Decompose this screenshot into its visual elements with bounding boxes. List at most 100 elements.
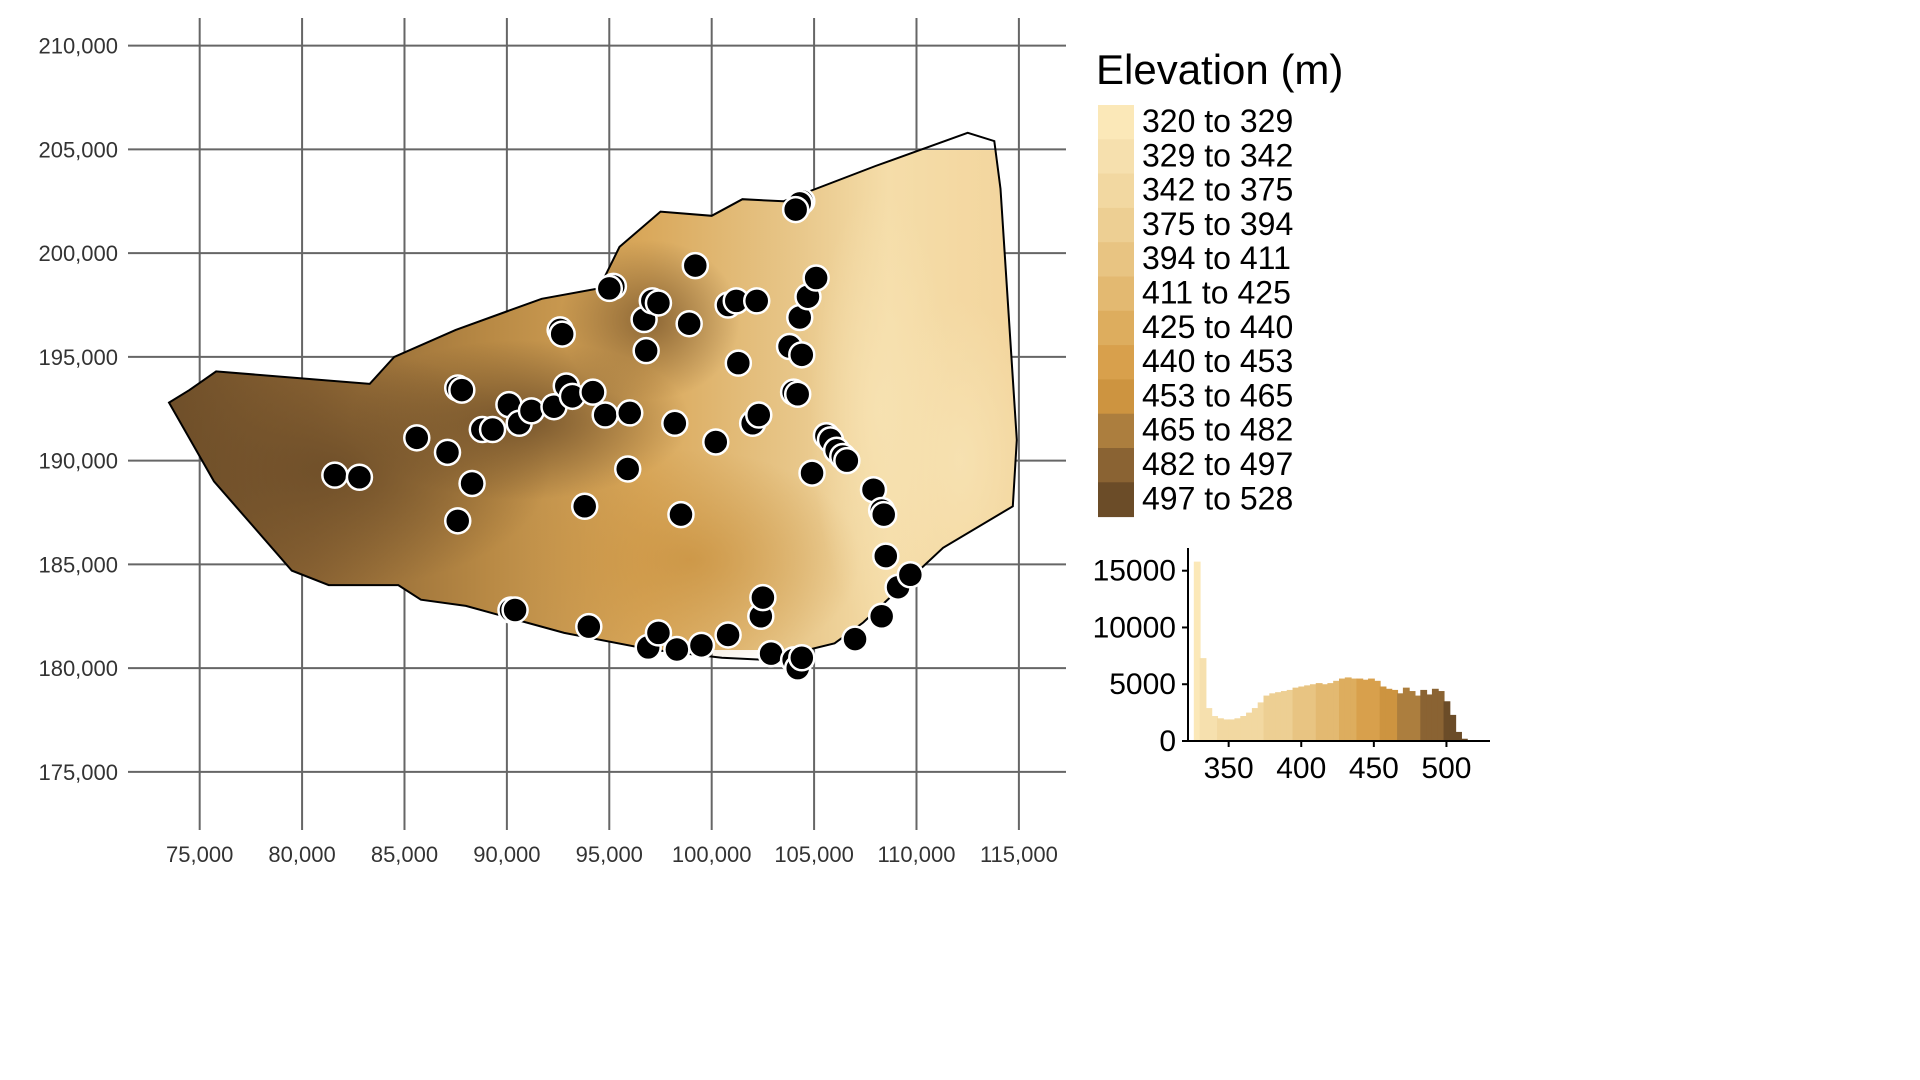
- histogram-bar: [1298, 686, 1306, 741]
- legend-label: 411 to 425: [1142, 275, 1291, 311]
- histogram-bar: [1362, 679, 1370, 741]
- sample-point: [869, 500, 898, 529]
- legend-swatch: [1098, 207, 1134, 243]
- histogram-bar: [1385, 688, 1393, 741]
- sample-point: [595, 274, 624, 303]
- legend-swatch: [1098, 276, 1134, 312]
- histogram-bar: [1391, 689, 1399, 741]
- histogram-y-tick-label: 5000: [1109, 668, 1176, 701]
- legend-swatch: [1098, 448, 1134, 483]
- histogram-bar: [1315, 683, 1323, 741]
- y-axis-ticks: 210,000 205,000 200,000 195,000 190,000 185,0…: [38, 34, 118, 785]
- histogram-bar: [1368, 678, 1375, 741]
- sample-point: [745, 401, 773, 429]
- histogram-bar: [1455, 731, 1462, 741]
- histogram-bar: [1339, 678, 1346, 741]
- legend-swatch: [1098, 413, 1134, 449]
- histogram-bar: [1402, 687, 1410, 741]
- sample-point: [802, 264, 830, 292]
- sample-point: [433, 438, 462, 467]
- sample-point: [896, 561, 925, 589]
- sample-point: [687, 631, 716, 660]
- sample-points: [321, 187, 925, 682]
- sample-point: [742, 287, 771, 315]
- sample-point: [724, 349, 753, 377]
- histogram-bar: [1437, 691, 1445, 741]
- y-tick-label: 210,000: [38, 34, 118, 59]
- x-axis-ticks: 75,000 80,000 85,000 90,000 95,000 100,000 105…: [166, 842, 1058, 867]
- sample-point: [833, 446, 861, 475]
- sample-point: [478, 415, 507, 444]
- sample-point: [749, 583, 777, 612]
- histogram-x-tick-label: 350: [1204, 752, 1254, 785]
- sample-point: [443, 507, 472, 535]
- sample-point: [548, 320, 576, 348]
- histogram-bar: [1431, 688, 1439, 741]
- histogram-bar: [1426, 694, 1433, 741]
- histogram-axes: 0 5000 10000 15000 350 400 450 500: [1093, 548, 1490, 785]
- sample-point: [321, 461, 349, 489]
- histogram-bar: [1211, 716, 1219, 741]
- legend-label: 482 to 497: [1142, 446, 1293, 482]
- histogram-bar: [1234, 718, 1242, 741]
- histogram-bar: [1193, 561, 1201, 741]
- legend-swatch: [1098, 105, 1134, 140]
- sample-point: [867, 602, 896, 631]
- sample-point: [872, 542, 900, 570]
- histogram-x-tick-label: 500: [1421, 752, 1471, 785]
- sample-point: [613, 455, 642, 483]
- histogram-bar: [1269, 693, 1277, 741]
- histogram-bar: [1397, 693, 1404, 741]
- x-tick-label: 115,000: [980, 842, 1058, 867]
- histogram-bar: [1356, 678, 1364, 741]
- histogram-bar: [1379, 686, 1387, 741]
- sample-point: [345, 463, 374, 491]
- sample-point: [783, 380, 812, 408]
- legend-swatch: [1098, 379, 1134, 415]
- histogram-bar: [1321, 684, 1329, 741]
- legend-label: 453 to 465: [1142, 377, 1293, 413]
- y-tick-label: 205,000: [38, 137, 118, 162]
- legend-swatch: [1098, 139, 1134, 175]
- histogram-bar: [1333, 680, 1340, 741]
- x-tick-label: 85,000: [371, 842, 438, 867]
- elevation-histogram: 0 5000 10000 15000 350 400 450 500: [1093, 548, 1490, 785]
- histogram-bar: [1373, 680, 1381, 741]
- histogram-bar: [1228, 719, 1236, 741]
- sample-point: [788, 644, 816, 672]
- histogram-bar: [1257, 702, 1265, 741]
- histogram-bar: [1251, 708, 1259, 741]
- histogram-bar: [1222, 719, 1230, 741]
- histogram-bar: [1240, 716, 1248, 741]
- legend-label: 375 to 394: [1142, 206, 1293, 242]
- histogram-bar: [1408, 691, 1416, 741]
- sample-point: [798, 459, 826, 487]
- histogram-bar: [1199, 658, 1207, 741]
- histogram-bar: [1263, 695, 1271, 741]
- histogram-y-tick-label: 15000: [1093, 555, 1176, 588]
- legend-swatch: [1098, 345, 1134, 380]
- x-tick-label: 100,000: [672, 842, 752, 867]
- x-tick-label: 95,000: [576, 842, 643, 867]
- histogram-bar: [1286, 689, 1294, 741]
- histogram-bar: [1420, 689, 1428, 741]
- histogram-bar: [1292, 687, 1300, 741]
- y-tick-label: 190,000: [38, 449, 118, 474]
- sample-point: [579, 378, 607, 406]
- histogram-y-tick-label: 0: [1159, 725, 1176, 758]
- x-tick-label: 90,000: [473, 842, 540, 867]
- legend-swatch: [1098, 242, 1134, 277]
- legend-label: 329 to 342: [1142, 137, 1293, 173]
- legend-swatch: [1098, 173, 1134, 209]
- sample-point: [501, 596, 529, 624]
- histogram-bar: [1460, 738, 1468, 741]
- y-tick-label: 175,000: [38, 760, 118, 785]
- sample-point: [788, 341, 816, 369]
- y-tick-label: 200,000: [38, 241, 118, 266]
- sample-point: [781, 195, 810, 224]
- histogram-bar: [1443, 701, 1451, 741]
- x-tick-label: 80,000: [268, 842, 335, 867]
- histogram-bar: [1275, 692, 1282, 741]
